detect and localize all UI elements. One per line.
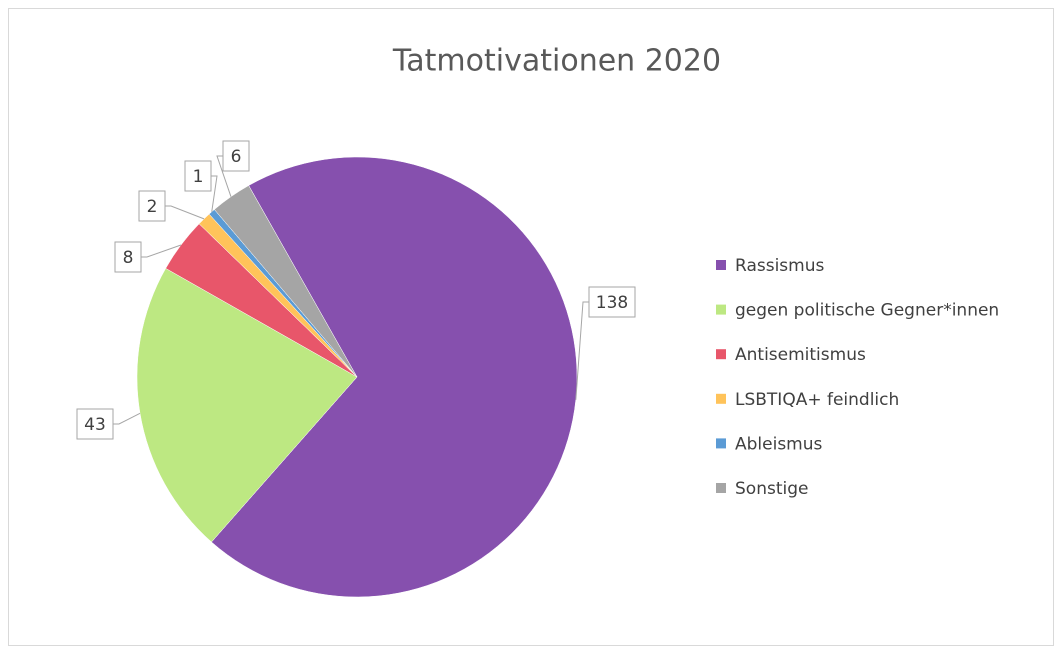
leader-line [216,155,232,197]
data-label: 6 [231,147,242,167]
pie-slice [211,156,578,598]
data-label-box [588,286,636,318]
legend-label: Antisemitismus [735,345,866,365]
legend-swatch [716,483,726,493]
legend-swatch [716,349,726,360]
legend-label: Rassismus [735,256,824,276]
data-label: 43 [84,415,106,435]
legend-label: gegen politische Gegner*innen [735,301,999,321]
legend-label: Sonstige [735,479,808,499]
data-label-box [222,140,250,172]
leader-line [113,412,141,425]
data-label: 2 [147,197,158,217]
data-label-box [114,241,142,273]
pie-slice [136,268,358,543]
legend-swatch [716,393,726,404]
legend-label: Ableismus [735,434,823,454]
leader-line [211,175,218,212]
legend-swatch [716,260,726,270]
data-label: 138 [596,293,628,313]
data-label-box [76,408,114,440]
leader-line [165,205,205,220]
data-label: 8 [123,248,134,268]
chart-title: Tatmotivationen 2020 [392,44,721,79]
leader-line [575,301,589,400]
legend-label: LSBTIQA+ feindlich [735,390,899,410]
legend-swatch [716,438,726,449]
legend-swatch [716,304,726,315]
data-label-box [184,160,212,192]
leader-line [141,244,182,258]
pie-slice [214,185,358,378]
data-label-box [138,190,166,222]
data-label: 1 [193,167,204,187]
